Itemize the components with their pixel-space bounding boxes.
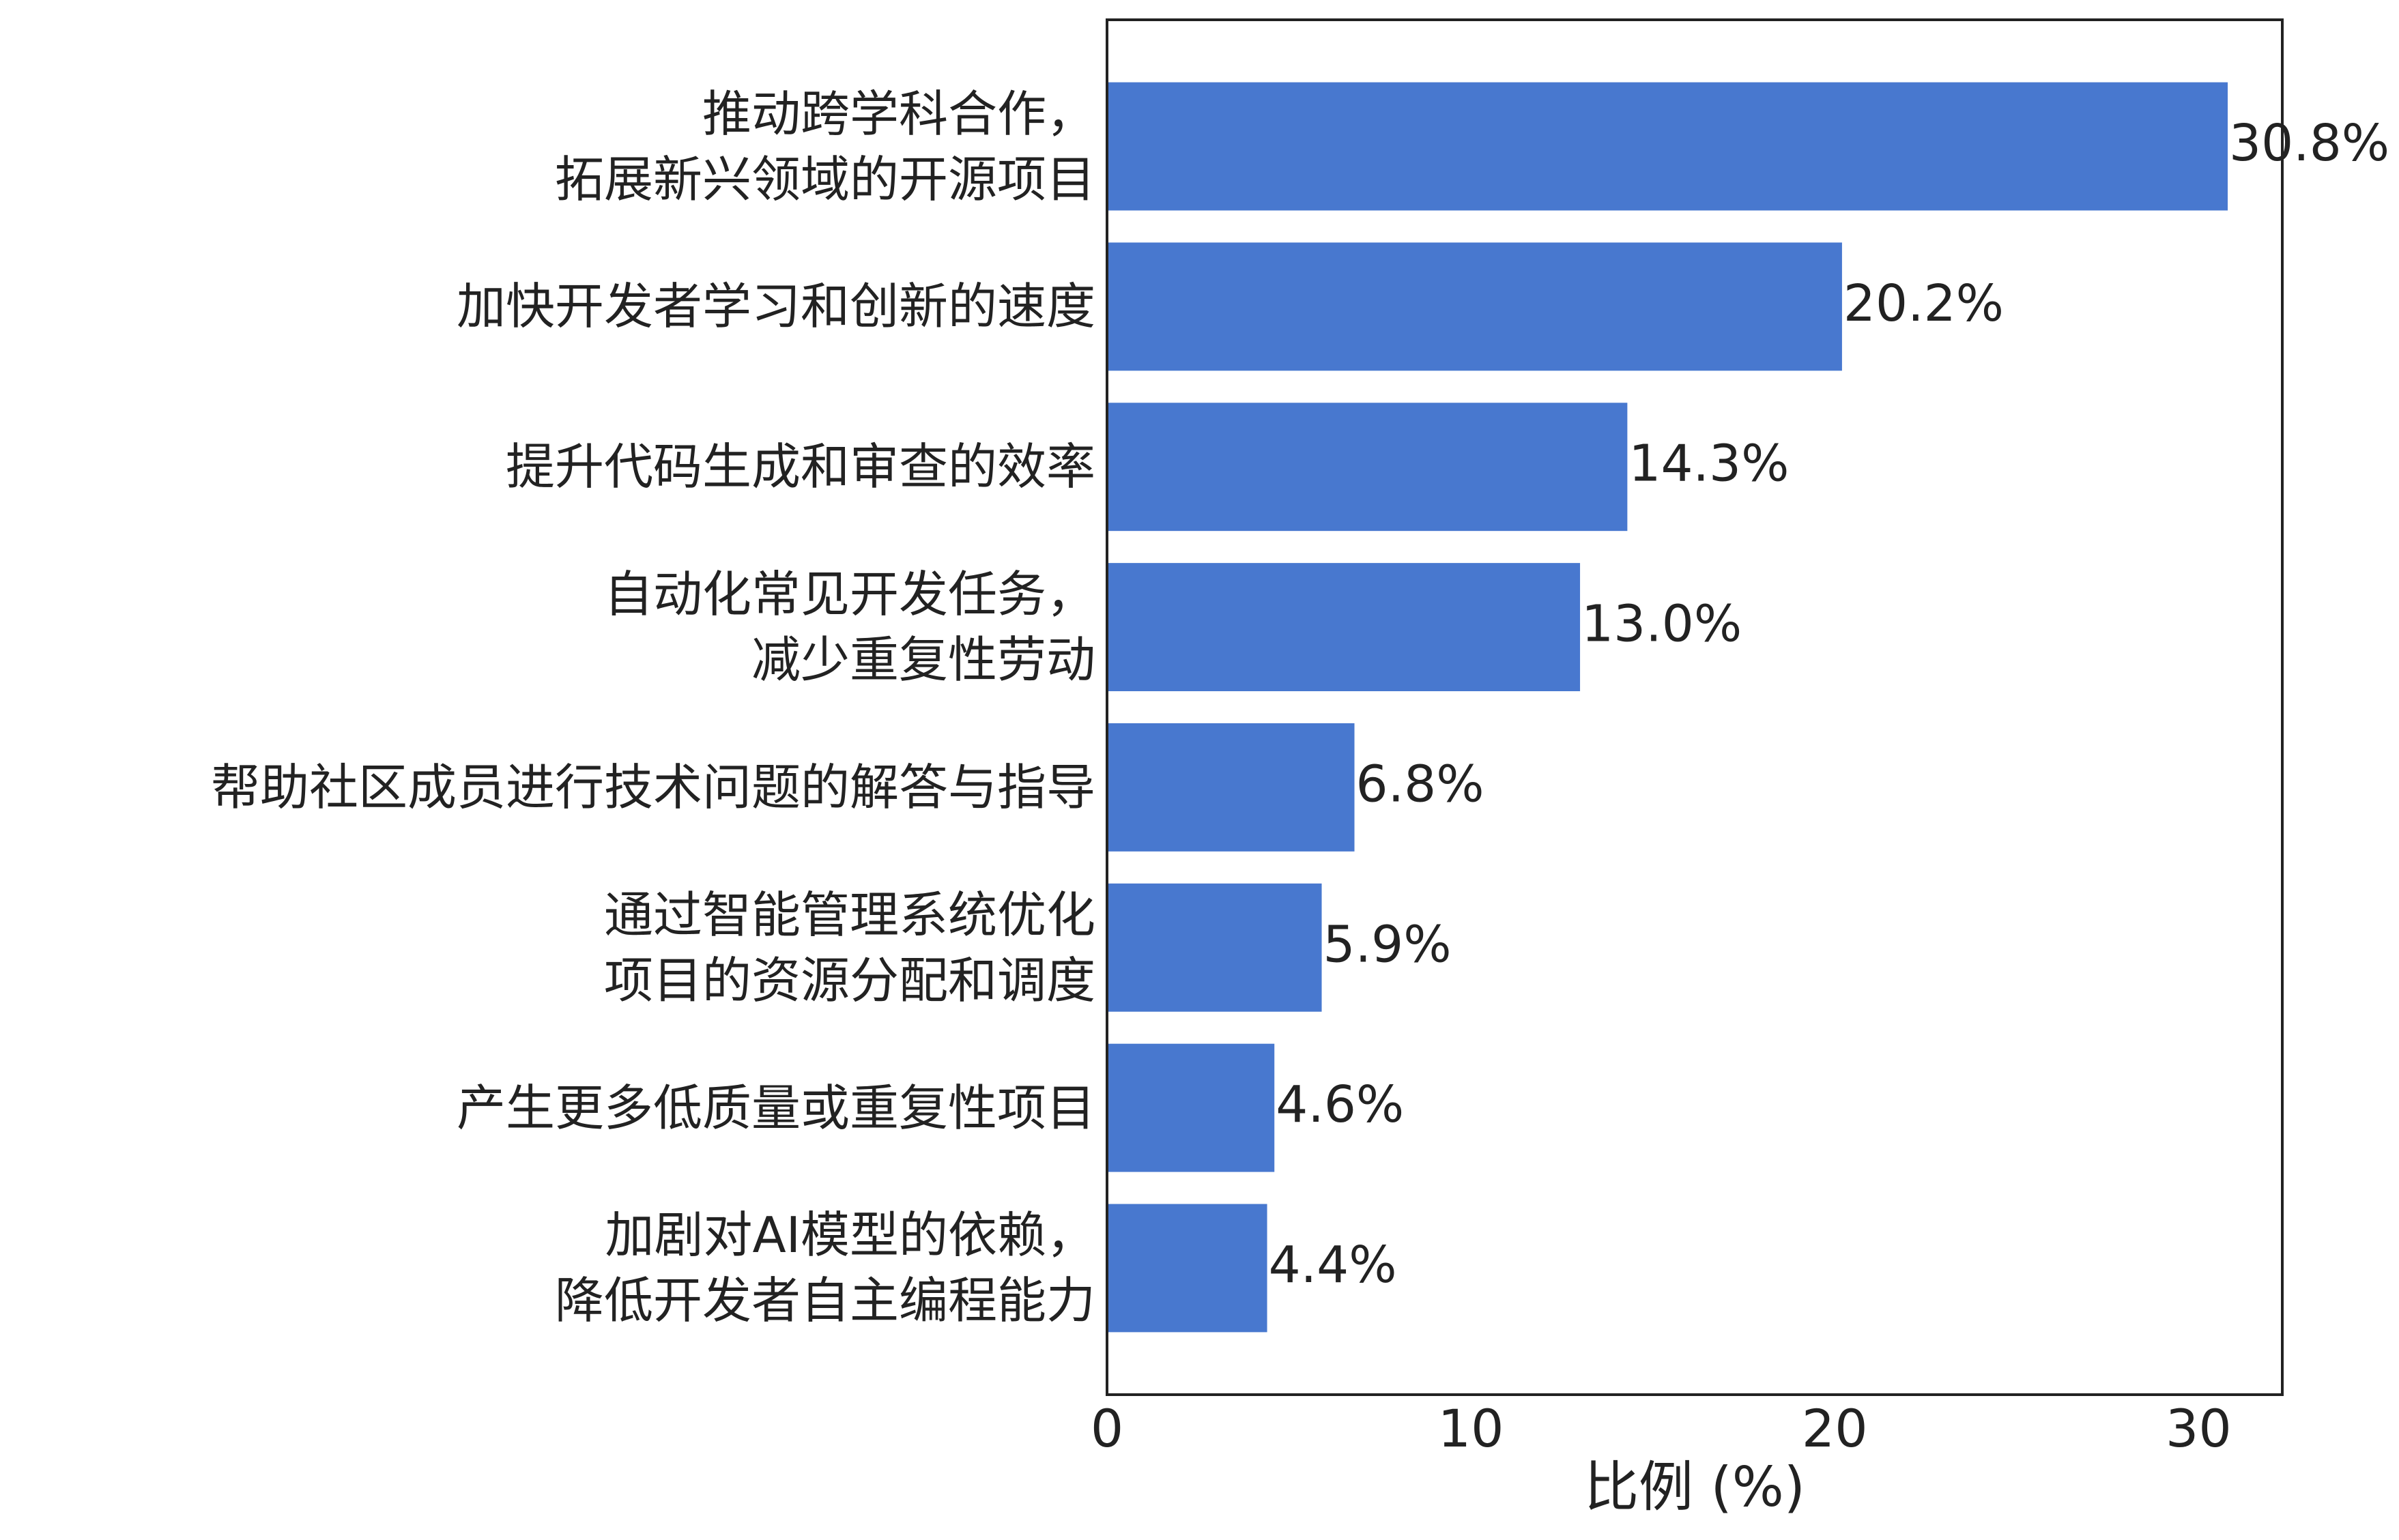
bar [1107, 563, 1581, 692]
y-tick-label: 通过智能管理系统优化 项目的资源分配和调度 [603, 886, 1095, 1009]
bar [1107, 242, 1842, 371]
x-tick-label: 0 [1091, 1398, 1123, 1459]
x-tick-label: 30 [2166, 1398, 2232, 1459]
x-axis-label: 比例 (%) [1584, 1455, 1805, 1519]
y-tick-label: 产生更多低质量或重复性项目 [456, 1079, 1095, 1137]
bar [1107, 403, 1628, 532]
x-tick-label: 20 [1802, 1398, 1868, 1459]
plot-frame [1106, 18, 2284, 1396]
value-label: 6.8% [1356, 755, 1484, 813]
y-tick-label: 推动跨学科合作， 拓展新兴领域的开源项目 [554, 85, 1095, 208]
value-label: 4.4% [1269, 1236, 1397, 1294]
value-label: 20.2% [1843, 274, 2004, 333]
y-tick-label: 帮助社区成员进行技术问题的解答与指导 [210, 758, 1095, 816]
bar [1107, 723, 1355, 852]
y-tick-label: 加剧对AI模型的依赖， 降低开发者自主编程能力 [554, 1206, 1095, 1330]
value-label: 5.9% [1323, 915, 1452, 974]
value-label: 14.3% [1628, 435, 1789, 493]
value-label: 13.0% [1581, 595, 1742, 654]
bar [1107, 1043, 1275, 1172]
bar [1107, 883, 1322, 1012]
x-tick-label: 10 [1438, 1398, 1504, 1459]
value-label: 4.6% [1276, 1075, 1404, 1134]
y-tick-label: 加快开发者学习和创新的速度 [456, 278, 1095, 336]
value-label: 30.8% [2229, 114, 2389, 173]
bar [1107, 82, 2228, 211]
y-tick-label: 自动化常见开发任务， 减少重复性劳动 [603, 566, 1095, 689]
bar [1107, 1204, 1267, 1333]
y-tick-label: 提升代码生成和审查的效率 [505, 438, 1095, 496]
